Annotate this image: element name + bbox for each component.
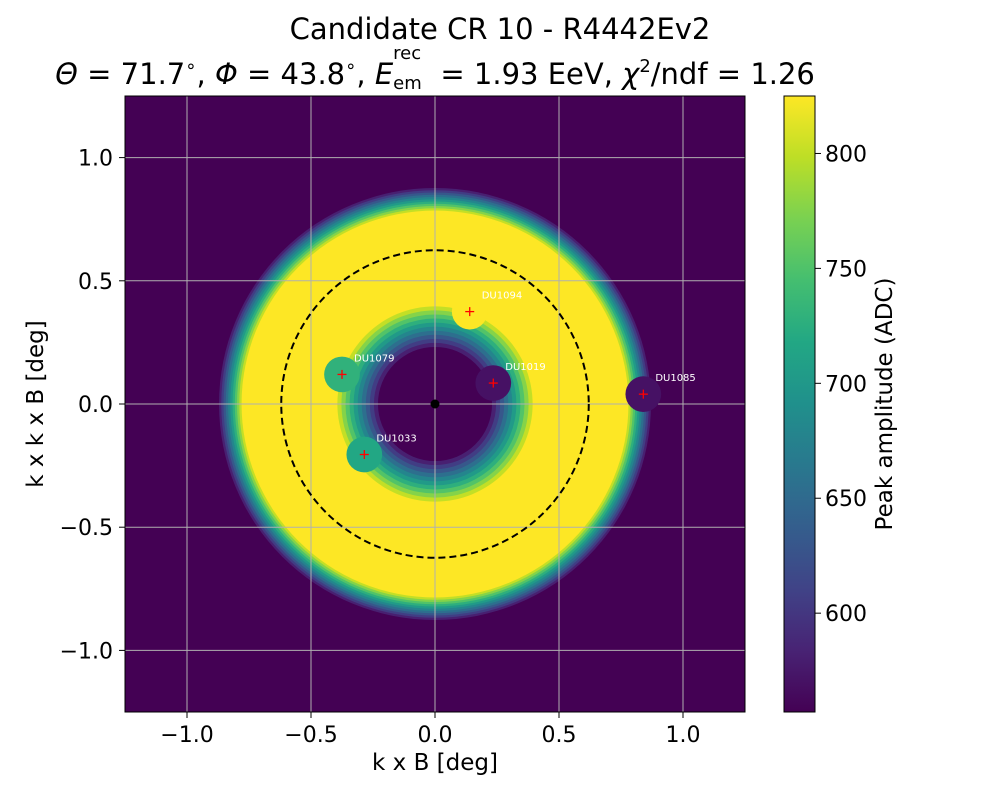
chart-title: Candidate CR 10 - R4442Ev2 — [289, 12, 711, 46]
chi-rest: /ndf — [650, 57, 708, 91]
detector-du1033: DU1033 — [346, 434, 417, 473]
x-tick-label: 0.0 — [418, 723, 453, 748]
phi-value: 43.8 — [280, 57, 346, 91]
cherenkov-circle — [280, 249, 590, 559]
overlay: DU1094 DU1079 DU1019 DU1085 DU1033 — [280, 249, 696, 559]
colorbar-tick-label: 800 — [825, 142, 867, 167]
y-tick-label: −1.0 — [60, 639, 113, 664]
energy-symbol: E — [374, 57, 394, 91]
detector-du1079: DU1079 — [324, 353, 394, 393]
x-axis: −1.0 −0.5 0.0 0.5 1.0 — [160, 712, 701, 748]
detector-du1019: DU1019 — [475, 362, 546, 401]
y-axis: −1.0 −0.5 0.0 0.5 1.0 — [60, 147, 125, 664]
x-axis-label: k x B [deg] — [372, 750, 498, 776]
y-tick-label: −0.5 — [60, 516, 113, 541]
chi-sup: 2 — [639, 56, 651, 77]
y-tick-label: 0.5 — [78, 270, 113, 295]
shower-core-marker — [430, 399, 440, 409]
y-tick-label: 0.0 — [78, 393, 113, 418]
colorbar-tick-label: 750 — [825, 257, 867, 282]
detector-du1085: DU1085 — [625, 373, 696, 413]
detector-label: DU1085 — [655, 373, 695, 384]
colorbar-label: Peak amplitude (ADC) — [872, 278, 898, 531]
colorbar-tick-label: 650 — [825, 487, 867, 512]
x-tick-label: 1.0 — [666, 723, 701, 748]
colorbar-tick-label: 700 — [825, 372, 867, 397]
colorbar: 600 650 700 750 800 — [783, 95, 867, 713]
energy-sub: em — [393, 73, 422, 94]
theta-symbol: Θ — [55, 57, 78, 91]
chi-value: 1.26 — [750, 57, 815, 91]
y-axis-label: k x k x B [deg] — [23, 320, 49, 488]
chi-symbol: χ — [622, 57, 640, 91]
x-tick-label: −1.0 — [160, 723, 213, 748]
y-tick-label: 1.0 — [78, 147, 113, 172]
colorbar-tick-label: 600 — [825, 602, 867, 627]
colorbar-gradient — [783, 95, 816, 713]
x-tick-label: 0.5 — [542, 723, 577, 748]
detector-label: DU1079 — [354, 353, 394, 364]
detector-label: DU1019 — [505, 362, 545, 373]
detector-label: DU1033 — [376, 434, 416, 445]
detector-label: DU1094 — [482, 291, 522, 302]
phi-symbol: Φ — [214, 57, 238, 91]
detector-du1094: DU1094 — [451, 291, 522, 330]
x-tick-label: −0.5 — [284, 723, 337, 748]
theta-value: 71.7 — [120, 57, 186, 91]
energy-sup: rec — [393, 43, 422, 64]
energy-value: 1.93 EeV — [473, 57, 604, 91]
